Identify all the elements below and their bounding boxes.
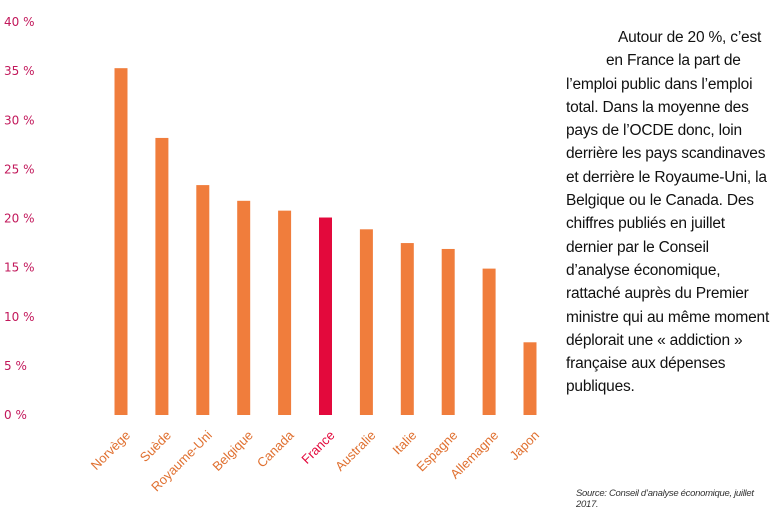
commentary-line-2: en France la part de <box>606 52 741 70</box>
bars <box>114 68 537 416</box>
y-tick-label: 0 % <box>4 408 27 422</box>
bar-chart: 0 % 5 % 10 % 15 % 20 % 25 % 30 % 35 % 40 % Norvè… <box>4 15 542 494</box>
bar <box>482 268 496 415</box>
bar <box>319 217 332 415</box>
y-tick-label: 20 % <box>4 212 35 226</box>
bar <box>237 200 251 415</box>
y-tick-label: 40 % <box>4 15 35 29</box>
y-tick-label: 15 % <box>4 261 35 275</box>
bar <box>523 342 537 415</box>
x-tick-label: Japon <box>506 428 542 464</box>
y-tick-label: 10 % <box>4 310 35 324</box>
bar <box>278 210 292 415</box>
commentary-line-1: Autour de 20 %, c’est <box>618 29 762 46</box>
y-tick-label: 25 % <box>4 162 35 176</box>
bar <box>400 243 414 415</box>
source-note: Source: Conseil d’analyse économique, ju… <box>576 488 754 510</box>
bar <box>155 137 169 415</box>
bar <box>114 68 128 416</box>
x-tick-label: Canada <box>254 427 297 470</box>
y-tick-label: 5 % <box>4 359 27 373</box>
x-tick-label: Suède <box>137 428 174 465</box>
y-tick-label: 35 % <box>4 64 35 78</box>
y-tick-label: 30 % <box>4 113 35 127</box>
bar <box>441 248 455 415</box>
x-tick-label: Australie <box>332 428 378 474</box>
bar <box>359 229 373 415</box>
commentary-body: l’emploi public dans l’emploi total. Dan… <box>566 75 770 396</box>
y-axis: 0 % 5 % 10 % 15 % 20 % 25 % 30 % 35 % 40 % <box>4 15 35 422</box>
bar <box>196 185 210 415</box>
x-tick-label: Norvège <box>88 428 133 473</box>
commentary-text: Autour de 20 %, c’est en France la part … <box>566 26 771 399</box>
x-tick-label: France <box>298 428 337 467</box>
x-tick-label: Belgique <box>209 428 255 474</box>
x-tick-label: Italie <box>389 428 419 458</box>
